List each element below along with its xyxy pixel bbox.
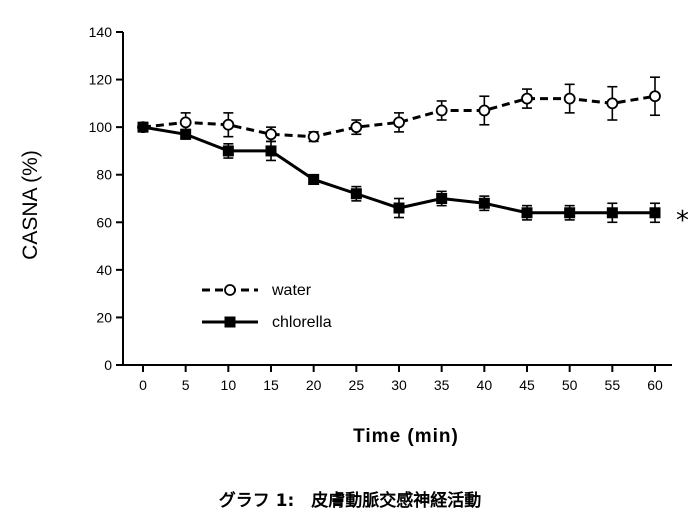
legend-label: chlorella	[272, 314, 332, 331]
data-point	[180, 128, 192, 140]
x-tick-label: 10	[221, 377, 237, 393]
y-tick-label: 120	[89, 72, 113, 88]
data-point	[222, 118, 235, 131]
annotations: *	[676, 206, 689, 236]
legend-label: water	[271, 282, 312, 299]
x-tick-label: 60	[647, 377, 663, 393]
x-tick-label: 15	[263, 377, 279, 393]
y-tick-label: 0	[104, 357, 112, 373]
x-tick-label: 55	[605, 377, 621, 393]
data-point	[393, 202, 405, 214]
data-point	[307, 130, 320, 143]
y-tick-label: 40	[96, 262, 112, 278]
data-point	[606, 207, 618, 219]
x-tick-label: 40	[477, 377, 493, 393]
figure-caption: グラフ 1: 皮膚動脈交感神経活動	[218, 491, 482, 511]
data-point	[606, 97, 619, 110]
data-point	[308, 173, 320, 185]
data-point	[478, 197, 490, 209]
legend-item-chlorella: chlorella	[202, 314, 332, 331]
significance-asterisk: *	[676, 206, 689, 236]
data-point	[265, 128, 277, 141]
axes: 0 20 40 60 80 100 120 140 0 5 10 15 20 25 30 35 40 45 50 55…	[89, 24, 672, 393]
data-point	[137, 121, 149, 133]
line-chart: 0 20 40 60 80 100 120 140 0 5 10 15 20 25 30 35 40 45 50 55…	[19, 24, 689, 447]
y-axis-title: CASNA (%)	[19, 150, 42, 260]
y-tick-label: 20	[96, 309, 112, 325]
x-tick-label: 35	[434, 377, 450, 393]
data-point	[521, 207, 533, 219]
data-point	[478, 104, 491, 117]
x-tick-label: 50	[562, 377, 578, 393]
legend-marker	[224, 284, 236, 296]
data-point	[436, 193, 448, 204]
data-point	[435, 104, 448, 117]
x-tick-label: 5	[182, 377, 190, 393]
data-point	[222, 145, 234, 157]
x-tick-label: 0	[139, 377, 147, 393]
y-tick-label: 140	[89, 24, 113, 40]
data-point	[563, 92, 576, 105]
series-chlorella	[137, 121, 661, 224]
y-tick-label: 60	[96, 214, 112, 230]
series-water	[137, 76, 661, 143]
data-point	[564, 207, 576, 219]
data-point	[179, 116, 192, 129]
data-point	[649, 207, 661, 219]
x-axis-title: Time (min)	[353, 426, 459, 447]
data-point	[393, 116, 405, 129]
x-tick-label: 45	[519, 377, 535, 393]
x-tick-label: 20	[306, 377, 322, 393]
legend-item-water: water	[202, 282, 312, 299]
data-point	[521, 92, 533, 105]
series-layer	[137, 76, 661, 224]
x-tick-label: 30	[391, 377, 407, 393]
data-point	[265, 145, 277, 157]
data-point	[350, 188, 362, 200]
x-tick-label: 25	[349, 377, 365, 393]
legend: water chlorella	[202, 282, 332, 331]
y-tick-label: 100	[89, 119, 113, 135]
legend-marker	[224, 316, 236, 328]
data-point	[649, 90, 661, 103]
data-point	[350, 121, 363, 134]
y-tick-label: 80	[96, 167, 112, 183]
